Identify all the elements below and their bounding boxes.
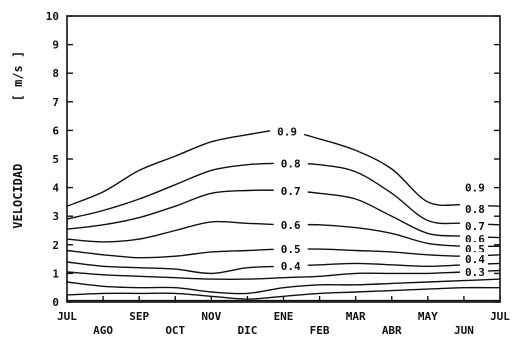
y-tick-label: 8	[52, 67, 59, 80]
x-tick-label: JUN	[454, 324, 474, 337]
y-tick-label: 4	[52, 182, 59, 195]
contour-line	[66, 269, 501, 281]
x-tick-label: FEB	[310, 324, 330, 337]
x-tick-label: MAR	[346, 310, 366, 323]
y-tick-label: 7	[52, 96, 59, 109]
y-tick-label: 6	[52, 124, 59, 137]
plot-area: 0 1 2 3 4 5 6 7 8 9 10 JUL AGO SEP OCT NOV DIC ENE FEB MAR A…	[46, 10, 511, 337]
right-label-bg	[459, 202, 488, 216]
x-tick-label: AGO	[93, 324, 113, 337]
contour-label-bg	[273, 217, 308, 232]
y-tick-label: 5	[52, 153, 59, 166]
right-contour-label: 0.7	[465, 220, 485, 233]
y-axis-title: VELOCIDAD	[11, 164, 25, 229]
right-label-bg	[459, 264, 488, 278]
right-label-bg	[459, 219, 488, 233]
contour-label: 0.5	[281, 243, 301, 256]
y-tick-label: 0	[52, 296, 59, 309]
x-tick-label: NOV	[201, 310, 221, 323]
x-tick-label: OCT	[165, 324, 185, 337]
contour-label-bg	[273, 156, 308, 171]
right-contour-label: 0.9	[465, 182, 485, 195]
right-contour-label: 0.4	[465, 253, 485, 266]
right-label-bg	[459, 252, 488, 266]
contour-label-bg	[273, 242, 308, 257]
contour-label: 0.8	[281, 158, 301, 171]
contour-line	[66, 278, 501, 295]
y-tick-label: 2	[52, 239, 59, 252]
contour-label-bg	[273, 258, 308, 273]
right-label-bg	[459, 232, 488, 246]
contour-label: 0.6	[281, 219, 301, 232]
right-contour-label: 0.3	[465, 266, 485, 279]
contour-label: 0.7	[281, 185, 301, 198]
contour-label-bg	[273, 184, 308, 199]
right-label-bg	[459, 242, 488, 256]
y-axis-unit: [ m/s ]	[11, 51, 25, 102]
x-tick-label: DIC	[237, 324, 257, 337]
contour-label: 0.9	[277, 125, 297, 138]
contour-label: 0.4	[281, 260, 301, 273]
contour-line	[66, 286, 501, 300]
x-tick-label: JUL	[490, 310, 510, 323]
x-tick-label: JUL	[57, 310, 77, 323]
y-tick-label: 3	[52, 210, 59, 223]
contour-label-bg	[270, 124, 305, 139]
x-tick-label: ABR	[382, 324, 402, 337]
x-tick-label: MAY	[418, 310, 438, 323]
y-tick-label: 1	[52, 267, 59, 280]
right-label-bg	[459, 180, 488, 194]
x-tick-label: ENE	[274, 310, 294, 323]
y-tick-label: 10	[46, 10, 59, 23]
y-tick-label: 9	[52, 39, 59, 52]
right-contour-label: 0.8	[465, 203, 485, 216]
x-tick-label: SEP	[129, 310, 149, 323]
